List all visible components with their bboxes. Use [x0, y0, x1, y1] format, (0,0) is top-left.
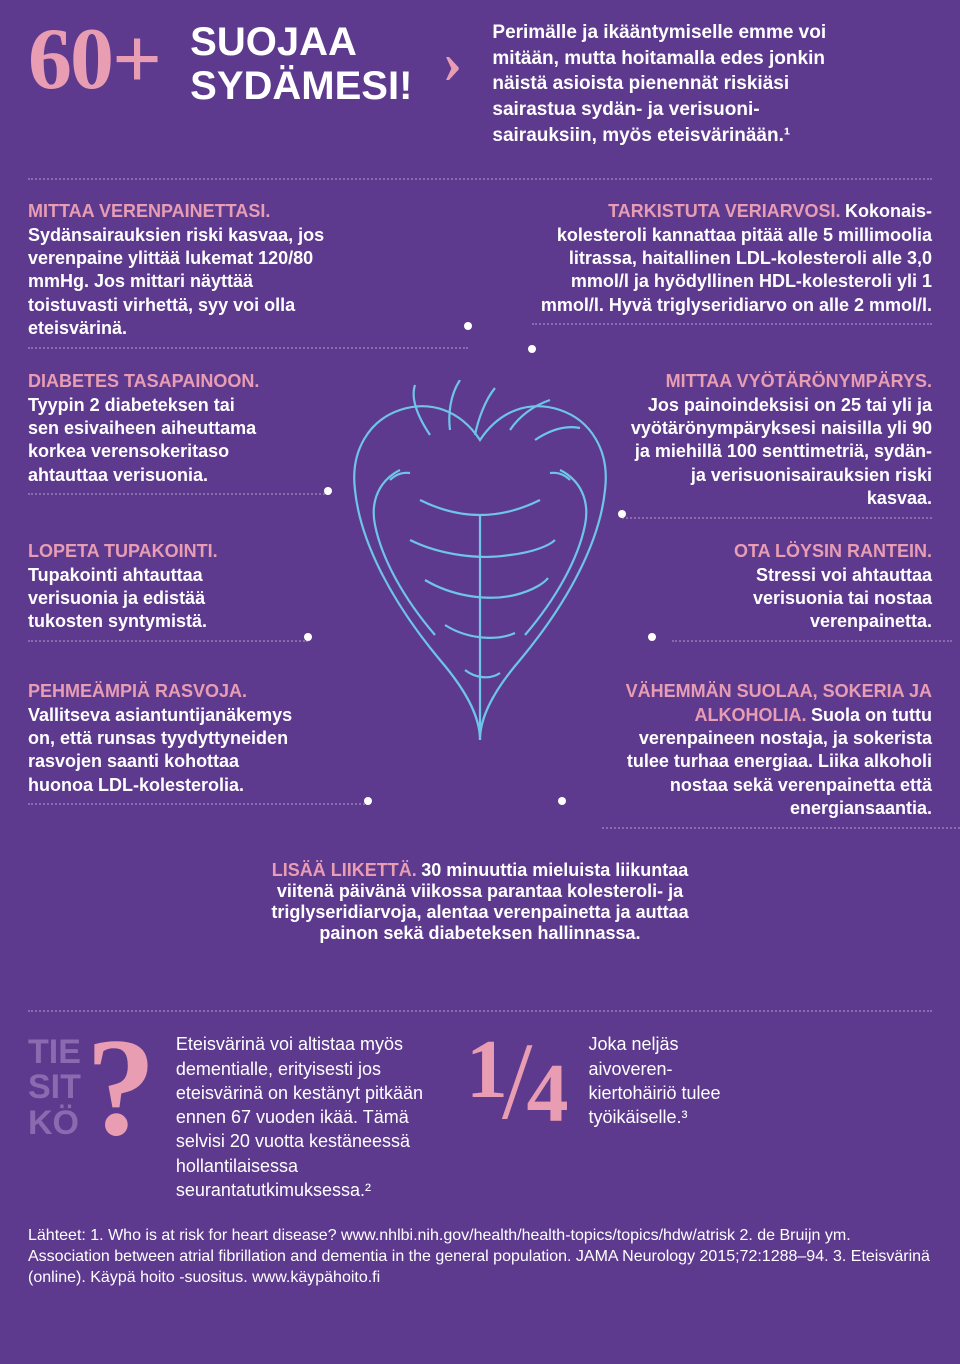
age-badge: 60+ [28, 20, 160, 99]
page-title: SUOJAA SYDÄMESI! [190, 20, 412, 108]
tip-blood-pressure: MITTAA VERENPAINETTASI. Sydänsairauksien… [28, 200, 348, 348]
tip-title: LISÄÄ LIIKETTÄ. [272, 860, 417, 880]
fraction-denominator: 4 [526, 1056, 568, 1132]
tip-body: Jos painoindeksisi on 25 tai yli ja vyöt… [631, 395, 932, 509]
tip-title: OTA LÖYSIN RANTEIN. [734, 541, 932, 561]
dyk-l2: SIT [28, 1068, 81, 1106]
connector-line [28, 493, 328, 495]
header: 60+ SUOJAA SYDÄMESI! › Perimälle ja ikää… [28, 20, 932, 148]
connector-line [28, 640, 308, 642]
fact-stroke: Joka neljäs aivoveren-kiertohäiriö tulee… [588, 1032, 758, 1129]
connector-dot [648, 633, 656, 641]
tip-title: PEHMEÄMPIÄ RASVOJA. [28, 681, 247, 701]
connector-line [28, 347, 468, 349]
heart-illustration-icon [310, 380, 650, 780]
tip-body: Tupakointi ahtauttaa verisuonia ja edist… [28, 565, 207, 632]
tip-title: MITTAA VYÖTÄRÖNYMPÄRYS. [666, 371, 932, 391]
connector-dot [364, 797, 372, 805]
connector-dot [464, 322, 472, 330]
fraction-stat: 1 / 4 [466, 1032, 569, 1131]
tip-title: LOPETA TUPAKOINTI. [28, 541, 218, 561]
did-you-know-label: TIE SIT KÖ [28, 1035, 81, 1142]
connector-dot [558, 797, 566, 805]
tip-fats: PEHMEÄMPIÄ RASVOJA. Vallitseva asiantunt… [28, 680, 308, 805]
connector-line [532, 323, 932, 325]
sources: Lähteet: 1. Who is at risk for heart dis… [28, 1226, 932, 1288]
title-line-1: SUOJAA [190, 20, 357, 64]
header-intro: Perimälle ja ikääntymiselle emme voi mit… [492, 20, 852, 148]
tip-body: Sydänsairauksien riski kasvaa, jos veren… [28, 225, 324, 339]
connector-line [622, 517, 932, 519]
title-line-2: SYDÄMESI! [190, 64, 412, 108]
tip-title: TARKISTUTA VERIARVOSI. [608, 201, 840, 221]
dyk-l1: TIE [28, 1033, 81, 1071]
connector-dot [528, 345, 536, 353]
tip-salt: VÄHEMMÄN SUOLAA, SOKERIA JA ALKOHOLIA. S… [602, 680, 932, 828]
divider [28, 178, 932, 180]
tip-waist: MITTAA VYÖTÄRÖNYMPÄRYS. Jos painoindeksi… [622, 370, 932, 518]
connector-line [672, 640, 952, 642]
tip-blood-values: TARKISTUTA VERIARVOSI. Kokonais-kolester… [532, 200, 932, 325]
dyk-l3: KÖ [28, 1104, 79, 1142]
connector-line [28, 803, 368, 805]
tip-diabetes: DIABETES TASAPAINOON. Tyypin 2 diabeteks… [28, 370, 268, 495]
question-mark-icon: ? [86, 1032, 156, 1144]
tip-body: Stressi voi ahtauttaa verisuonia tai nos… [753, 565, 932, 632]
tip-title: DIABETES TASAPAINOON. [28, 371, 259, 391]
tip-title: MITTAA VERENPAINETTASI. [28, 201, 270, 221]
tip-smoking: LOPETA TUPAKOINTI. Tupakointi ahtauttaa … [28, 540, 258, 642]
chevron-right-icon: › [442, 20, 462, 104]
tip-body: Tyypin 2 diabeteksen tai sen esivaiheen … [28, 395, 256, 485]
connector-line [602, 827, 960, 829]
tip-exercise: LISÄÄ LIIKETTÄ. 30 minuuttia mieluista l… [254, 860, 706, 944]
tip-relax: OTA LÖYSIN RANTEIN. Stressi voi ahtautta… [672, 540, 932, 642]
facts-row: TIE SIT KÖ ? Eteisvärinä voi altistaa my… [28, 1032, 932, 1202]
tip-body: Vallitseva asiantuntijanäkemys on, että … [28, 705, 292, 795]
divider [28, 1010, 932, 1012]
tips-grid: MITTAA VERENPAINETTASI. Sydänsairauksien… [28, 200, 932, 900]
fact-dementia: Eteisvärinä voi altistaa myös dementiall… [176, 1032, 446, 1202]
did-you-know-badge: TIE SIT KÖ ? [28, 1032, 156, 1144]
